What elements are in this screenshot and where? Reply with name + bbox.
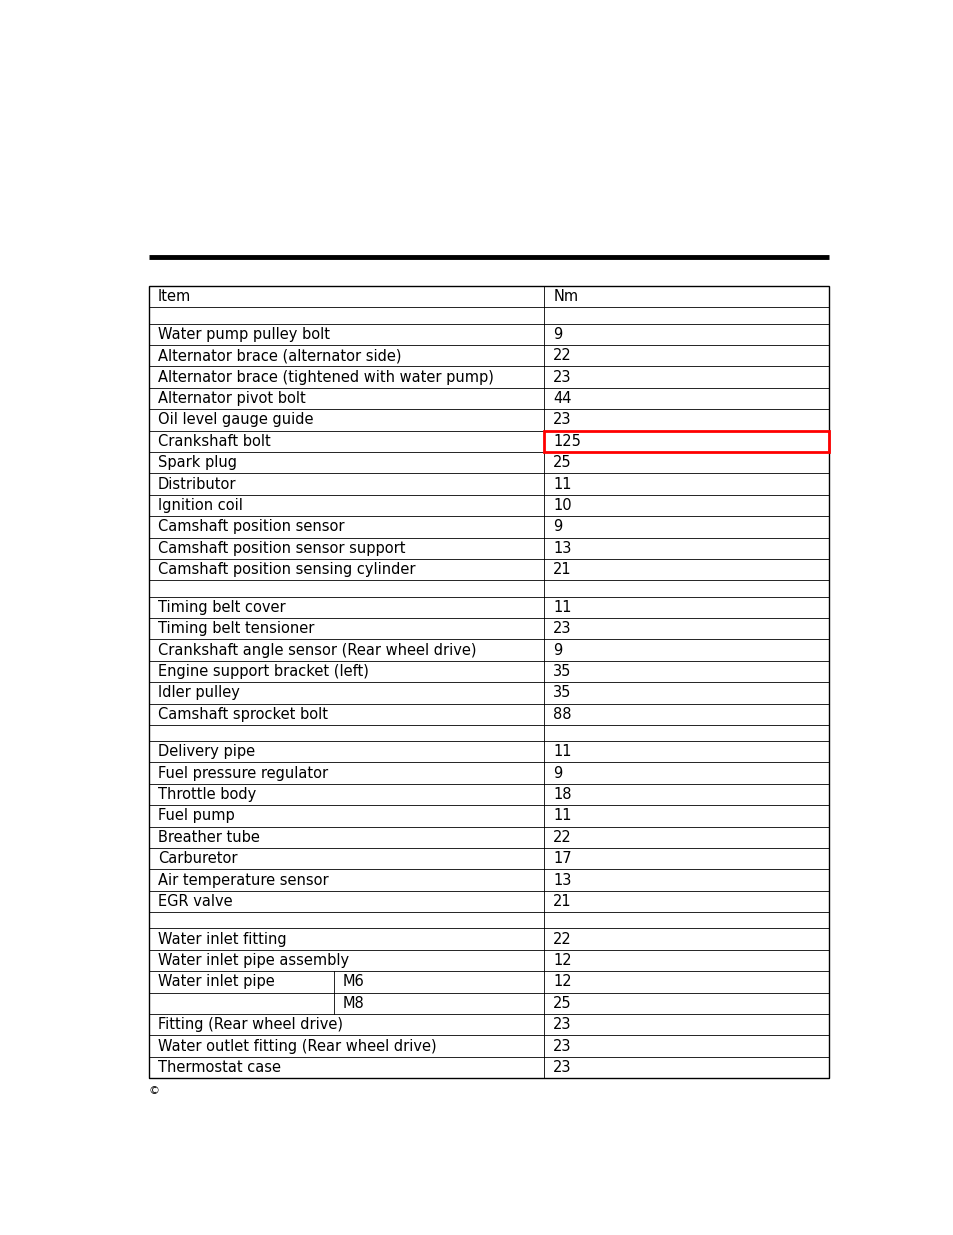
Text: Spark plug: Spark plug	[157, 456, 236, 471]
Text: 9: 9	[553, 642, 562, 657]
Text: Camshaft sprocket bolt: Camshaft sprocket bolt	[157, 706, 327, 721]
Text: 22: 22	[553, 348, 572, 363]
Text: 23: 23	[553, 412, 571, 427]
Text: 35: 35	[553, 685, 571, 700]
Text: Breather tube: Breather tube	[157, 830, 259, 845]
Text: Water inlet pipe: Water inlet pipe	[157, 974, 274, 989]
Bar	[544, 431, 828, 452]
Text: 23: 23	[553, 369, 571, 384]
Text: 22: 22	[553, 931, 572, 946]
Text: Ignition coil: Ignition coil	[157, 498, 242, 513]
Text: Delivery pipe: Delivery pipe	[157, 745, 254, 760]
Text: Camshaft position sensor: Camshaft position sensor	[157, 520, 344, 535]
Text: EGR valve: EGR valve	[157, 894, 233, 909]
Text: 18: 18	[553, 787, 571, 802]
Text: 23: 23	[553, 1018, 571, 1032]
Text: Fuel pump: Fuel pump	[157, 809, 234, 824]
Text: Timing belt tensioner: Timing belt tensioner	[157, 621, 314, 636]
Text: Alternator brace (alternator side): Alternator brace (alternator side)	[157, 348, 401, 363]
Text: Water outlet fitting (Rear wheel drive): Water outlet fitting (Rear wheel drive)	[157, 1039, 436, 1053]
Text: Camshaft position sensor support: Camshaft position sensor support	[157, 541, 405, 556]
Text: ©: ©	[149, 1086, 160, 1095]
Bar	[149, 287, 828, 1078]
Text: 23: 23	[553, 1060, 571, 1074]
Text: Water inlet fitting: Water inlet fitting	[157, 931, 286, 946]
Text: Camshaft position sensing cylinder: Camshaft position sensing cylinder	[157, 562, 415, 577]
Text: 22: 22	[553, 830, 572, 845]
Text: 11: 11	[553, 600, 571, 615]
Text: Alternator brace (tightened with water pump): Alternator brace (tightened with water p…	[157, 369, 493, 384]
Text: 21: 21	[553, 894, 571, 909]
Text: Throttle body: Throttle body	[157, 787, 255, 802]
Text: 12: 12	[553, 953, 571, 968]
Text: Idler pulley: Idler pulley	[157, 685, 239, 700]
Text: Fitting (Rear wheel drive): Fitting (Rear wheel drive)	[157, 1018, 342, 1032]
Text: Thermostat case: Thermostat case	[157, 1060, 280, 1074]
Text: 10: 10	[553, 498, 571, 513]
Text: 21: 21	[553, 562, 571, 577]
Text: 44: 44	[553, 391, 571, 406]
Text: Carburetor: Carburetor	[157, 851, 237, 866]
Text: Water pump pulley bolt: Water pump pulley bolt	[157, 327, 330, 342]
Text: Water inlet pipe assembly: Water inlet pipe assembly	[157, 953, 349, 968]
Text: Alternator pivot bolt: Alternator pivot bolt	[157, 391, 305, 406]
Text: Item: Item	[157, 289, 191, 304]
Text: Crankshaft bolt: Crankshaft bolt	[157, 433, 270, 448]
Text: 11: 11	[553, 809, 571, 824]
Text: 11: 11	[553, 745, 571, 760]
Text: 12: 12	[553, 974, 571, 989]
Text: Timing belt cover: Timing belt cover	[157, 600, 285, 615]
Text: Oil level gauge guide: Oil level gauge guide	[157, 412, 313, 427]
Text: 35: 35	[553, 664, 571, 679]
Text: 23: 23	[553, 1039, 571, 1053]
Text: 25: 25	[553, 456, 571, 471]
Text: Distributor: Distributor	[157, 477, 236, 492]
Text: Crankshaft angle sensor (Rear wheel drive): Crankshaft angle sensor (Rear wheel driv…	[157, 642, 476, 657]
Text: 17: 17	[553, 851, 571, 866]
Text: 88: 88	[553, 706, 571, 721]
Text: 9: 9	[553, 766, 562, 781]
Text: 25: 25	[553, 995, 571, 1010]
Text: 9: 9	[553, 520, 562, 535]
Text: 11: 11	[553, 477, 571, 492]
Text: Fuel pressure regulator: Fuel pressure regulator	[157, 766, 328, 781]
Text: 13: 13	[553, 873, 571, 888]
Text: 125: 125	[553, 433, 580, 448]
Text: 23: 23	[553, 621, 571, 636]
Text: M8: M8	[342, 995, 364, 1010]
Text: 9: 9	[553, 327, 562, 342]
Text: Air temperature sensor: Air temperature sensor	[157, 873, 328, 888]
Text: M6: M6	[342, 974, 364, 989]
Text: Nm: Nm	[553, 289, 578, 304]
Text: Engine support bracket (left): Engine support bracket (left)	[157, 664, 368, 679]
Text: 13: 13	[553, 541, 571, 556]
